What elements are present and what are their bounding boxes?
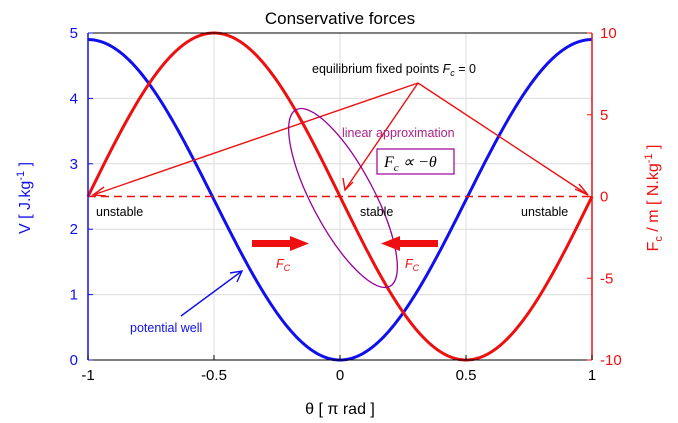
y-right-tick-label-4: 10 [600, 25, 617, 42]
x-tick-label-4: 1 [588, 367, 596, 384]
force-arrow-left-head [381, 236, 400, 251]
y-left-tick-label-1: 1 [70, 287, 78, 304]
formula-box: Fc ∝ −θ [376, 148, 455, 175]
y-left-tick-label-0: 0 [70, 352, 78, 369]
y-right-tick-label-3: 5 [600, 107, 608, 124]
fc-label-left: FC [276, 257, 291, 273]
equilibrium-label: equilibrium fixed points Fc = 0 [312, 62, 476, 78]
potential-well-arrow [180, 270, 244, 317]
x-tick-label-2: 0 [336, 367, 344, 384]
unstable-left-label: unstable [96, 205, 143, 219]
arrow-to-unstable-left [92, 82, 419, 196]
x-tick-label-3: 0.5 [456, 367, 477, 384]
y-left-tick-label-2: 2 [70, 221, 78, 238]
y-right-tick-label-2: 0 [600, 189, 608, 206]
x-tick-label-1: -0.5 [201, 367, 227, 384]
arrow-to-unstable-right [417, 82, 589, 196]
fc-label-right: FC [405, 257, 420, 273]
axes [87, 32, 593, 361]
force-arrow-right [252, 236, 309, 251]
equilibrium-arrows [91, 82, 589, 197]
arrowhead-stable [342, 177, 354, 192]
y-right-tick-label-0: -10 [600, 352, 622, 369]
potential-well-arrow-line [180, 270, 243, 317]
arrowhead-right [574, 183, 589, 196]
force-arrow-left-shaft [398, 240, 438, 247]
linear-approximation-label: linear approximation [342, 126, 455, 140]
formula-text: Fc ∝ −θ [383, 154, 437, 174]
unstable-right-label: unstable [521, 205, 568, 219]
x-tick-label-0: -1 [81, 367, 94, 384]
potential-well-arrowhead [229, 270, 244, 283]
linear-region-ellipse [288, 107, 398, 289]
arrowhead-left [91, 186, 107, 197]
y-left-tick-label-3: 3 [70, 156, 78, 173]
y-left-tick-label-5: 5 [70, 25, 78, 42]
arrow-to-stable [344, 82, 419, 191]
x-axis-label: θ [ π rad ] [305, 401, 375, 418]
annotations: equilibrium fixed points Fc = 0 linear a… [91, 62, 589, 335]
force-arrow-right-shaft [252, 240, 292, 247]
chart-title: Conservative forces [265, 9, 415, 28]
stable-label: stable [360, 205, 393, 219]
potential-well-label: potential well [130, 321, 202, 335]
y-axis-right-label: Fc / m [ N.kg-1 ] [643, 145, 665, 252]
y-left-tick-label-4: 4 [70, 90, 78, 107]
y-right-tick-label-1: -5 [600, 270, 613, 287]
force-arrow-left [381, 236, 438, 251]
formula-box-border [376, 148, 455, 175]
y-axis-left-label: V [ J.kg-1 ] [15, 162, 34, 234]
force-arrow-right-head [290, 236, 309, 251]
